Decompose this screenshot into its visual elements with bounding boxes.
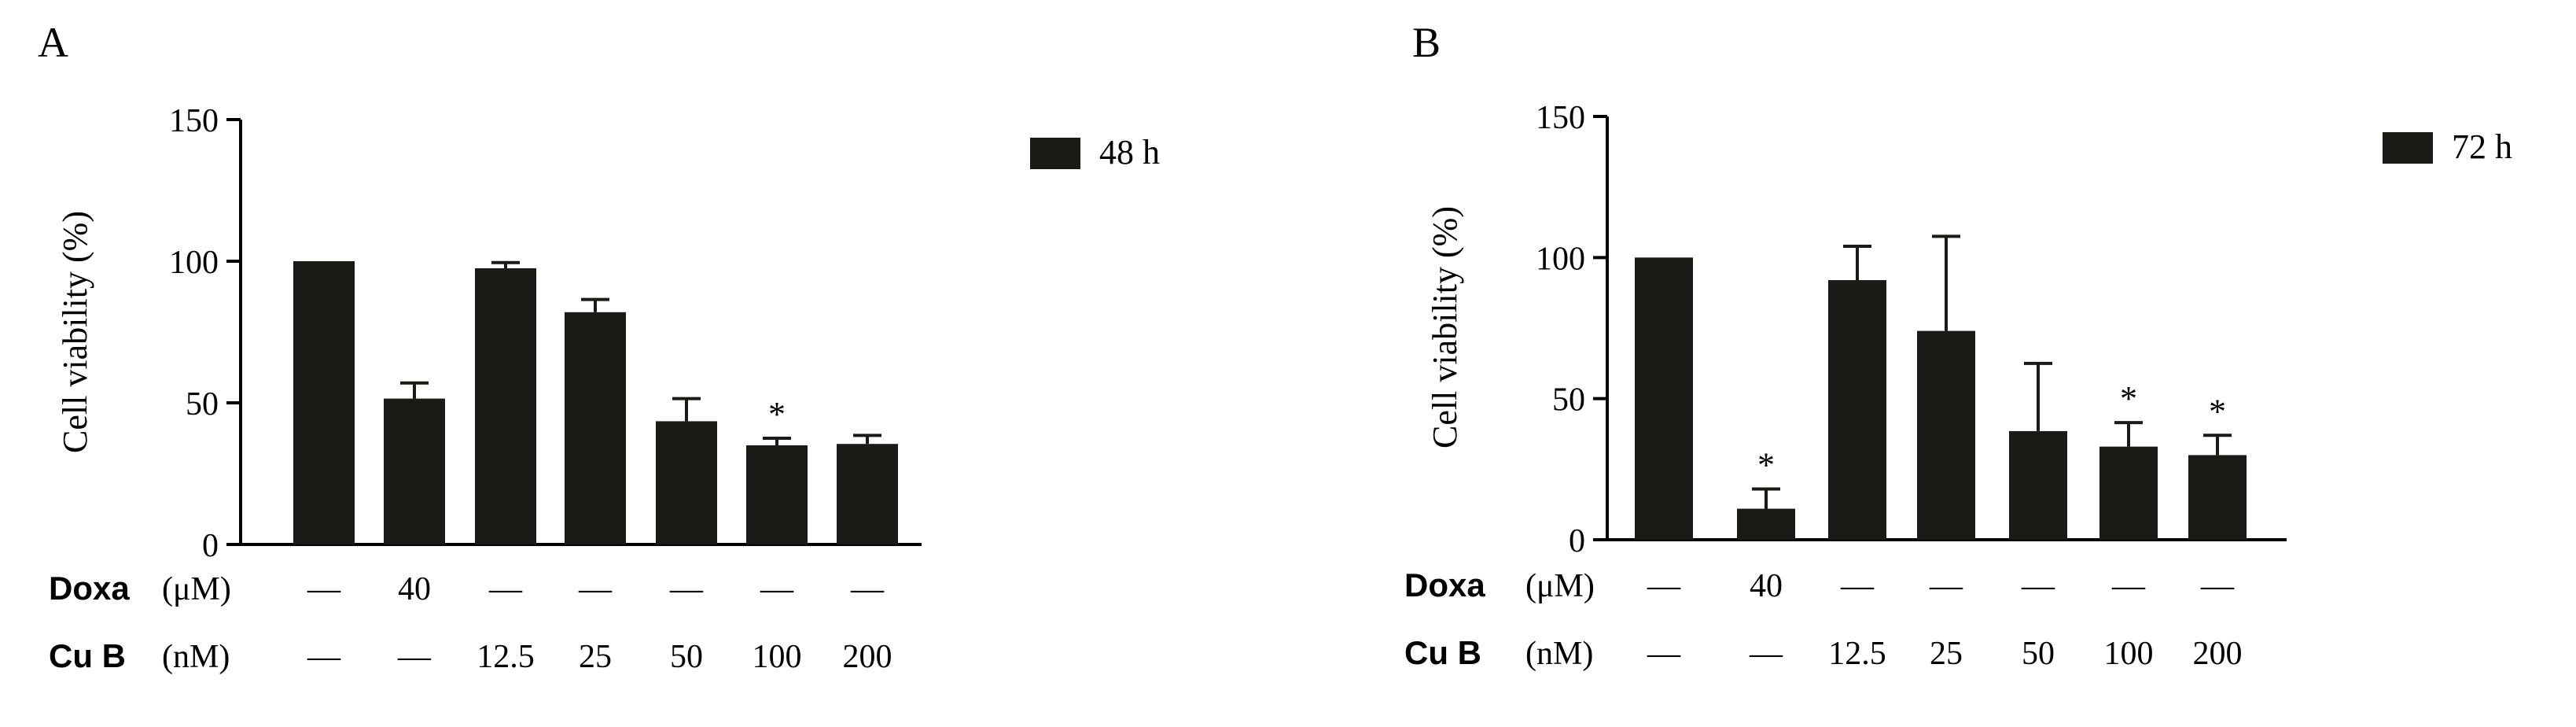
row-value-doxa: 40: [1750, 568, 1783, 604]
row-label-doxa: Doxa: [1404, 566, 1485, 603]
legend-label: 72 h: [2452, 127, 2512, 166]
row-value-cub: 50: [670, 639, 703, 675]
row-value-cub: —: [1647, 636, 1681, 672]
row-value-cub: 200: [843, 639, 892, 675]
row-value-cub: —: [397, 639, 432, 675]
bar: [656, 421, 717, 544]
legend-swatch: [1030, 138, 1080, 169]
row-value-cub: 25: [1930, 636, 1963, 672]
bar: [2099, 446, 2158, 540]
y-tick-label: 100: [1536, 241, 1585, 277]
y-tick-label: 150: [1536, 100, 1585, 136]
row-value-cub: 100: [753, 639, 802, 675]
row-unit-doxa: (μM): [162, 571, 231, 607]
row-value-cub: 50: [2022, 636, 2055, 672]
panel-label: A: [38, 19, 68, 66]
row-value-doxa: —: [850, 571, 885, 607]
row-value-doxa: —: [1647, 568, 1681, 604]
row-value-doxa: —: [307, 571, 341, 607]
chart-panel-A: A Cell viability (%) 0 50 100 150 * 48 h Doxa (μM…: [38, 19, 1160, 675]
y-tick-label: 50: [186, 386, 219, 423]
legend-label: 48 h: [1099, 133, 1160, 172]
y-tick-label: 0: [202, 528, 219, 564]
significance-marker: *: [2209, 392, 2226, 430]
bar: [293, 261, 355, 544]
y-tick-label: 50: [1552, 382, 1585, 419]
significance-marker: *: [2120, 379, 2137, 418]
bar: [2009, 430, 2067, 540]
row-value-doxa: —: [1929, 568, 1963, 604]
bar: [384, 398, 445, 544]
row-value-doxa: —: [669, 571, 704, 607]
significance-marker: *: [1757, 445, 1775, 484]
bar: [1828, 280, 1886, 540]
bar: [1737, 508, 1795, 540]
y-tick-label: 100: [169, 245, 219, 281]
bar: [565, 312, 626, 544]
row-value-doxa: —: [2200, 568, 2235, 604]
row-value-doxa: —: [2021, 568, 2055, 604]
row-value-cub: —: [307, 639, 341, 675]
row-unit-cub: (nM): [162, 639, 230, 675]
row-value-cub: —: [1749, 636, 1783, 672]
row-value-doxa: —: [578, 571, 613, 607]
y-axis-label: Cell viability (%): [56, 211, 94, 453]
row-value-doxa: —: [488, 571, 523, 607]
panel-label: B: [1412, 19, 1441, 66]
legend-swatch: [2383, 132, 2433, 164]
y-tick-label: 0: [1569, 523, 1585, 559]
row-value-doxa: 40: [398, 571, 431, 607]
bar: [1635, 257, 1693, 540]
y-axis-label: Cell viability (%): [1426, 206, 1464, 448]
y-tick-label: 150: [169, 103, 219, 139]
row-unit-doxa: (μM): [1525, 568, 1595, 604]
row-value-cub: 200: [2193, 636, 2243, 672]
significance-marker: *: [768, 395, 786, 434]
row-label-cub: Cu B: [1404, 634, 1481, 671]
row-value-doxa: —: [760, 571, 794, 607]
row-unit-cub: (nM): [1525, 636, 1593, 672]
row-value-cub: 12.5: [477, 639, 535, 675]
row-value-cub: 12.5: [1828, 636, 1886, 672]
bar: [475, 268, 536, 544]
bar: [837, 444, 898, 544]
chart-panel-B: B Cell viability (%) 0 50 100 150 * * * 72 h Doxa (…: [1404, 19, 2512, 672]
row-label-cub: Cu B: [49, 637, 126, 674]
row-value-cub: 25: [579, 639, 612, 675]
bar: [2188, 455, 2247, 540]
row-value-cub: 100: [2104, 636, 2154, 672]
row-value-doxa: —: [1840, 568, 1875, 604]
row-value-doxa: —: [2111, 568, 2146, 604]
row-label-doxa: Doxa: [49, 570, 130, 607]
bar: [1917, 330, 1975, 540]
bar: [746, 445, 808, 544]
